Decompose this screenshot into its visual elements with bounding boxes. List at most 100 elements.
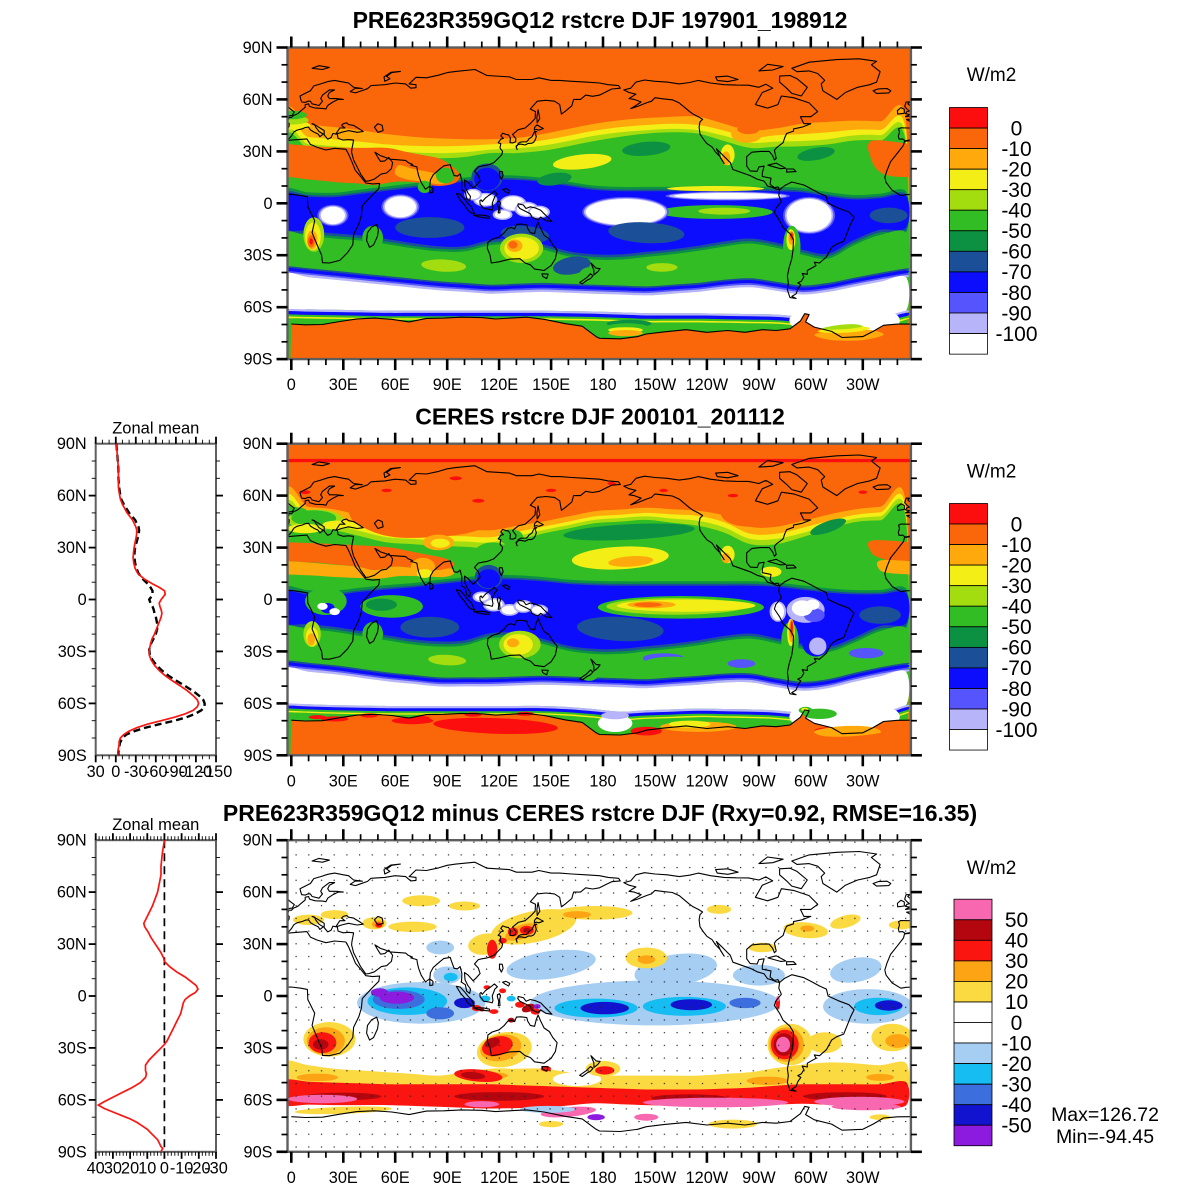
svg-text:0: 0 bbox=[287, 1169, 296, 1187]
svg-text:0: 0 bbox=[287, 376, 296, 394]
svg-text:20: 20 bbox=[121, 1160, 139, 1178]
svg-text:30E: 30E bbox=[329, 772, 358, 790]
svg-text:-10: -10 bbox=[1001, 534, 1031, 557]
svg-text:30W: 30W bbox=[846, 376, 880, 394]
svg-text:60S: 60S bbox=[244, 299, 273, 317]
svg-text:-40: -40 bbox=[1001, 200, 1031, 223]
svg-text:90S: 90S bbox=[58, 747, 87, 765]
svg-text:0: 0 bbox=[1011, 117, 1023, 140]
svg-text:20: 20 bbox=[1005, 971, 1028, 994]
svg-text:30S: 30S bbox=[244, 247, 273, 265]
svg-text:30E: 30E bbox=[329, 1169, 358, 1187]
svg-text:180: 180 bbox=[589, 1169, 616, 1187]
svg-text:-50: -50 bbox=[1001, 616, 1031, 639]
svg-text:150E: 150E bbox=[532, 376, 570, 394]
svg-text:-30: -30 bbox=[204, 1160, 228, 1178]
svg-text:60N: 60N bbox=[243, 91, 273, 109]
svg-text:60S: 60S bbox=[58, 1091, 87, 1109]
svg-text:-40: -40 bbox=[1001, 596, 1031, 619]
svg-text:90S: 90S bbox=[244, 1143, 273, 1161]
svg-text:60W: 60W bbox=[794, 376, 828, 394]
svg-text:0: 0 bbox=[1011, 513, 1023, 536]
svg-text:30S: 30S bbox=[244, 643, 273, 661]
svg-text:180: 180 bbox=[589, 376, 616, 394]
svg-text:W/m2: W/m2 bbox=[967, 65, 1017, 86]
svg-text:-30: -30 bbox=[1001, 1074, 1031, 1097]
svg-text:90W: 90W bbox=[742, 1169, 776, 1187]
svg-text:0: 0 bbox=[263, 591, 272, 609]
svg-text:-20: -20 bbox=[187, 1160, 211, 1178]
svg-text:30E: 30E bbox=[329, 376, 358, 394]
svg-text:180: 180 bbox=[589, 772, 616, 790]
svg-text:150W: 150W bbox=[634, 376, 677, 394]
svg-text:-10: -10 bbox=[1001, 138, 1031, 161]
svg-text:-50: -50 bbox=[1001, 220, 1031, 243]
svg-text:10: 10 bbox=[138, 1160, 156, 1178]
svg-text:-60: -60 bbox=[1001, 637, 1031, 660]
svg-text:50: 50 bbox=[1005, 909, 1028, 932]
svg-text:30W: 30W bbox=[846, 1169, 880, 1187]
svg-text:60N: 60N bbox=[57, 487, 87, 505]
svg-text:120E: 120E bbox=[480, 376, 518, 394]
svg-text:30: 30 bbox=[87, 763, 105, 781]
svg-text:-20: -20 bbox=[1001, 159, 1031, 182]
svg-text:PRE623R359GQ12 minus CERES rst: PRE623R359GQ12 minus CERES rstcre DJF (R… bbox=[223, 800, 977, 826]
svg-text:120W: 120W bbox=[686, 376, 729, 394]
svg-text:120E: 120E bbox=[480, 1169, 518, 1187]
svg-text:-60: -60 bbox=[1001, 241, 1031, 264]
svg-text:60S: 60S bbox=[244, 695, 273, 713]
svg-text:120W: 120W bbox=[686, 772, 729, 790]
svg-text:60N: 60N bbox=[243, 884, 273, 902]
svg-text:90E: 90E bbox=[433, 1169, 462, 1187]
svg-text:60S: 60S bbox=[244, 1091, 273, 1109]
svg-text:Min=-94.45: Min=-94.45 bbox=[1056, 1126, 1154, 1148]
svg-text:150W: 150W bbox=[634, 1169, 677, 1187]
svg-text:150E: 150E bbox=[532, 772, 570, 790]
svg-text:10: 10 bbox=[1005, 991, 1028, 1014]
svg-text:0: 0 bbox=[1011, 1012, 1023, 1035]
svg-text:0: 0 bbox=[263, 195, 272, 213]
svg-text:90N: 90N bbox=[57, 832, 87, 850]
svg-text:-150: -150 bbox=[200, 763, 233, 781]
svg-text:90N: 90N bbox=[243, 39, 273, 57]
svg-text:0: 0 bbox=[263, 988, 272, 1006]
svg-text:120W: 120W bbox=[686, 1169, 729, 1187]
svg-text:90E: 90E bbox=[433, 376, 462, 394]
svg-text:Zonal mean: Zonal mean bbox=[112, 816, 199, 834]
svg-text:-90: -90 bbox=[164, 763, 188, 781]
svg-text:30S: 30S bbox=[244, 1039, 273, 1057]
svg-text:40: 40 bbox=[87, 1160, 105, 1178]
svg-text:W/m2: W/m2 bbox=[967, 462, 1017, 483]
svg-text:30N: 30N bbox=[243, 539, 273, 557]
svg-text:0: 0 bbox=[78, 988, 87, 1006]
svg-text:120E: 120E bbox=[480, 772, 518, 790]
svg-text:-40: -40 bbox=[1001, 1094, 1031, 1117]
svg-text:Max=126.72: Max=126.72 bbox=[1051, 1104, 1159, 1126]
svg-text:0: 0 bbox=[78, 591, 87, 609]
svg-text:-50: -50 bbox=[1001, 1115, 1031, 1138]
svg-text:30N: 30N bbox=[57, 539, 87, 557]
svg-text:60W: 60W bbox=[794, 772, 828, 790]
svg-text:60S: 60S bbox=[58, 695, 87, 713]
svg-text:30N: 30N bbox=[243, 143, 273, 161]
svg-text:60N: 60N bbox=[57, 884, 87, 902]
svg-text:-10: -10 bbox=[170, 1160, 194, 1178]
svg-text:30W: 30W bbox=[846, 772, 880, 790]
svg-text:0: 0 bbox=[160, 1160, 169, 1178]
svg-text:0: 0 bbox=[111, 763, 120, 781]
svg-text:-120: -120 bbox=[180, 763, 213, 781]
svg-text:-100: -100 bbox=[995, 323, 1037, 346]
svg-text:-70: -70 bbox=[1001, 261, 1031, 284]
svg-text:150W: 150W bbox=[634, 772, 677, 790]
svg-text:60E: 60E bbox=[381, 1169, 410, 1187]
svg-text:30S: 30S bbox=[58, 1039, 87, 1057]
svg-text:90W: 90W bbox=[742, 376, 776, 394]
svg-text:150E: 150E bbox=[532, 1169, 570, 1187]
svg-text:CERES rstcre DJF 200101_201112: CERES rstcre DJF 200101_201112 bbox=[415, 404, 785, 430]
svg-text:90S: 90S bbox=[244, 351, 273, 369]
svg-text:90W: 90W bbox=[742, 772, 776, 790]
svg-text:30: 30 bbox=[1005, 950, 1028, 973]
svg-text:60W: 60W bbox=[794, 1169, 828, 1187]
svg-text:-90: -90 bbox=[1001, 302, 1031, 325]
svg-text:60E: 60E bbox=[381, 772, 410, 790]
